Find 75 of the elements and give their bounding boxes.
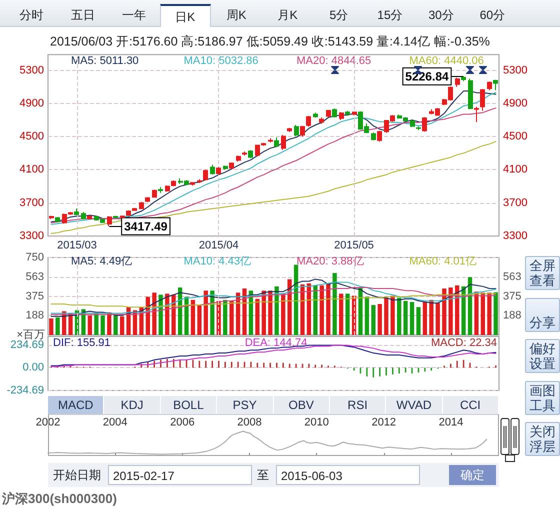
x-tick-label: 2010 <box>304 416 329 428</box>
text-field: 2015-02-17 <box>108 465 252 485</box>
x-tick-label: 2014 <box>438 416 464 428</box>
y-tick-label: 0.00 <box>22 362 44 374</box>
x-tick-label: 2002 <box>36 416 60 428</box>
button: 全屏查看 <box>525 256 560 290</box>
y-tick-label: 4500 <box>20 130 44 143</box>
y-tick-label: 3700 <box>20 196 44 209</box>
text: 沪深300(sh000300) <box>2 490 117 508</box>
y-tick-label: 188 <box>26 310 44 322</box>
x-tick-label: 2015/03 <box>57 240 97 252</box>
tab: KDJ <box>104 396 161 414</box>
series-label: MACD: 22.34 <box>430 337 498 349</box>
annotation: 3417.49 <box>124 219 168 234</box>
y-tick-label: -234.69 <box>6 384 44 396</box>
y2-tick-label: 4100 <box>503 164 528 176</box>
y2-tick-label: 3300 <box>503 230 528 242</box>
y-tick-label: 4100 <box>20 164 44 176</box>
y-axis-title: ×百万 <box>16 329 45 341</box>
text: 周K <box>225 7 248 24</box>
series-label: DIF: 155.91 <box>53 337 110 349</box>
button: 分享 <box>525 298 560 332</box>
tab: RSI <box>330 396 386 414</box>
tab: MACD <box>48 396 104 414</box>
text: 月K <box>276 7 299 24</box>
y2-tick-label: 188 <box>503 310 522 322</box>
tab: 日K <box>160 4 211 27</box>
chart-title: 2015/06/03 开:5176.60 高:5186.97 低:5059.49 收:5143.59 量:4.14亿 幅:-0.35% <box>50 34 490 48</box>
text: 至 <box>257 467 269 484</box>
x-tick-label: 2015/05 <box>334 240 374 252</box>
button: 画图工具 <box>525 380 560 414</box>
text: MA60: 4.01亿 <box>409 256 477 268</box>
y-tick-label: 750 <box>26 252 44 264</box>
button: 确定 <box>449 465 496 485</box>
x-tick-label: 2004 <box>102 416 128 428</box>
y-tick-label: 563 <box>26 270 44 283</box>
y-tick-label: 234.69 <box>10 338 44 351</box>
tab: PSY <box>217 396 274 414</box>
y-tick-label: 4900 <box>20 97 44 110</box>
text-field: 2015-06-03 <box>276 465 420 485</box>
y-tick-label: 5300 <box>20 64 44 76</box>
text: 分时 <box>18 7 45 24</box>
x-tick-label: 2012 <box>372 416 396 428</box>
y2-tick-label: 4500 <box>503 130 528 143</box>
x-tick-label: 2006 <box>170 416 195 428</box>
text: MA20: 4844.65 <box>296 55 372 68</box>
button: 偏好设置 <box>525 339 560 373</box>
y-tick-label: 375 <box>26 290 44 302</box>
button: 关闭浮层 <box>525 422 560 456</box>
y2-tick-label: 563 <box>503 270 522 283</box>
text: MA5: 5011.30 <box>71 55 139 68</box>
tab: BOLL <box>160 396 218 414</box>
annotation: 5226.84 <box>405 69 449 84</box>
y2-tick-label: 3700 <box>503 196 528 209</box>
tab: WVAD <box>386 396 443 414</box>
y2-tick-label: 375 <box>503 290 522 302</box>
text: 一年 <box>120 7 147 24</box>
x-tick-label: 2008 <box>237 416 262 428</box>
x-tick-label: 2015/04 <box>198 240 239 252</box>
text: 开始日期 <box>53 467 101 484</box>
text: MA5: 4.49亿 <box>71 256 132 268</box>
text: 五日 <box>70 7 96 24</box>
text: MA10: 4.43亿 <box>184 256 252 268</box>
y2-tick-label: 5300 <box>503 64 528 76</box>
tab: OBV <box>274 396 330 414</box>
y2-tick-label: 4900 <box>503 97 528 110</box>
series-label: DEA: 144.74 <box>244 337 308 349</box>
text: MA10: 5032.86 <box>184 55 258 68</box>
y-tick-label: 3300 <box>20 230 44 242</box>
text: 60分 <box>478 7 506 24</box>
text: 5分 <box>328 7 350 24</box>
text: 15分 <box>376 7 404 24</box>
text: MA60: 4440.06 <box>409 55 484 68</box>
text: 30分 <box>428 7 455 24</box>
tab: CCI <box>442 396 499 414</box>
